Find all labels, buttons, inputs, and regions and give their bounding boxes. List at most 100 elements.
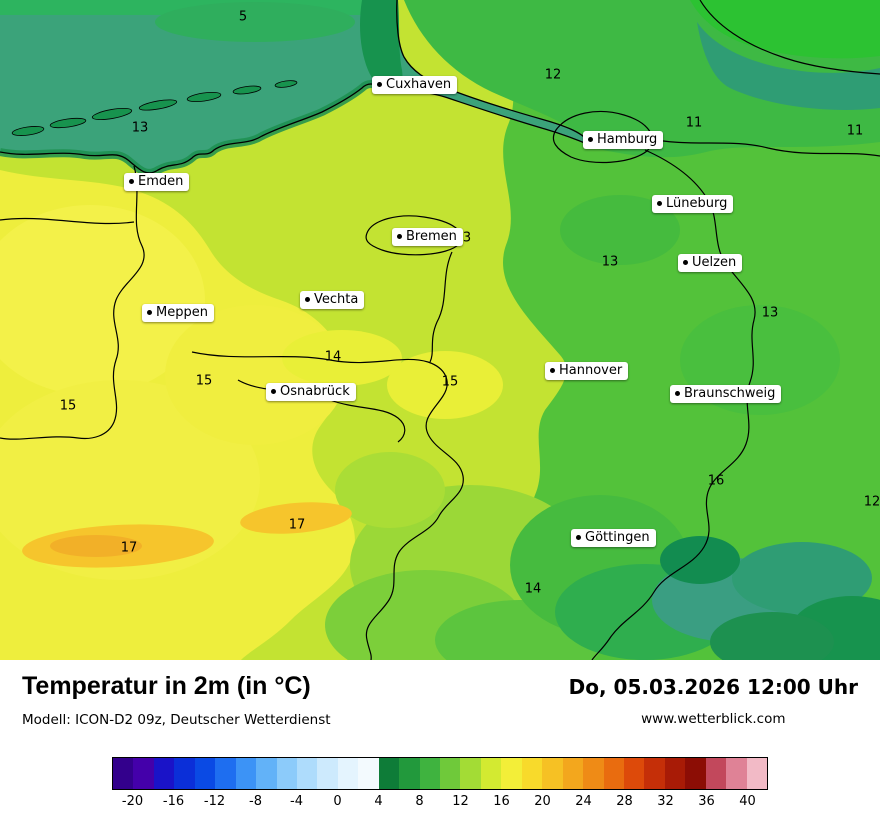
dark-green-patch (710, 612, 834, 660)
info-panel: Temperatur in 2m (in °C) Modell: ICON-D2… (0, 660, 880, 830)
temperature-value: 11 (685, 115, 703, 131)
colorbar-cell--4 (296, 758, 318, 789)
teal-patch (732, 542, 872, 614)
colorbar-cell-0 (337, 758, 359, 789)
green-patch (335, 452, 445, 528)
temperature-value: 16 (707, 473, 725, 489)
colorbar-cell-14 (480, 758, 502, 789)
colorbar-cell-34 (685, 758, 706, 789)
colorbar-tick-label: 24 (575, 794, 592, 809)
city-name: Lüneburg (666, 196, 728, 211)
colorbar-cell--2 (317, 758, 338, 789)
temperature-value: 13 (761, 305, 779, 321)
city-marker-icon (550, 368, 555, 373)
colorbar-cell-36 (705, 758, 727, 789)
colorbar-cell-4 (378, 758, 400, 789)
city-label-lüneburg: Lüneburg (652, 195, 734, 213)
city-label-göttingen: Göttingen (571, 529, 656, 547)
map-title: Temperatur in 2m (in °C) (22, 672, 311, 700)
colorbar-tick-label: -12 (203, 794, 226, 809)
region-corner-green (690, 0, 880, 59)
city-marker-icon (683, 260, 688, 265)
city-label-hamburg: Hamburg (583, 131, 664, 149)
colorbar-cell--12 (215, 758, 236, 789)
temperature-value: 12 (544, 67, 562, 83)
colorbar-cell-6 (399, 758, 420, 789)
temperature-value: 14 (524, 581, 542, 597)
colorbar-cell-20 (542, 758, 563, 789)
colorbar-cell-22 (562, 758, 584, 789)
temperature-value: 15 (59, 398, 77, 414)
city-label-hannover: Hannover (545, 362, 629, 380)
city-name: Braunschweig (684, 386, 776, 401)
colorbar-tick-label: -4 (290, 794, 303, 809)
colorbar-cell-2 (358, 758, 379, 789)
city-marker-icon (147, 310, 152, 315)
city-marker-icon (271, 389, 276, 394)
city-label-bremen: Bremen (392, 228, 463, 246)
city-marker-icon (576, 535, 581, 540)
city-marker-icon (129, 179, 134, 184)
yellow-patch (387, 351, 503, 419)
city-label-osnabrück: Osnabrück (266, 383, 356, 401)
city-marker-icon (397, 234, 402, 239)
orange-patch (240, 502, 352, 534)
colorbar-tick-label: -8 (249, 794, 262, 809)
city-name: Göttingen (585, 530, 650, 545)
city-marker-icon (588, 137, 593, 142)
colorbar-cell-28 (623, 758, 645, 789)
colorbar-cell-26 (603, 758, 624, 789)
colorbar-tick-label: 12 (452, 794, 469, 809)
city-name: Emden (138, 174, 184, 189)
city-label-uelzen: Uelzen (678, 254, 743, 272)
sea-light-patch (155, 2, 355, 42)
colorbar-tick-label: -16 (162, 794, 185, 809)
city-name: Hamburg (597, 132, 658, 147)
region-east-green (502, 0, 880, 660)
temperature-value: 11 (846, 123, 864, 139)
temperature-value: 17 (288, 517, 306, 533)
colorbar-cell-18 (521, 758, 543, 789)
city-name: Hannover (559, 363, 623, 378)
colorbar-tick-label: 4 (374, 794, 383, 809)
temperature-value: 14 (324, 349, 342, 365)
dark-green-patch (660, 536, 740, 584)
colorbar-tick-label: 16 (493, 794, 510, 809)
colorbar-tick-label: 0 (333, 794, 342, 809)
colorbar-cell--18 (153, 758, 175, 789)
city-marker-icon (675, 391, 680, 396)
city-name: Meppen (156, 305, 208, 320)
colorbar-labels: -20 -16 -12 -8 -4 0 4 8 12 16 20 24 28 32 36 40 (112, 794, 768, 812)
colorbar-cell--8 (256, 758, 277, 789)
colorbar-cell-38 (726, 758, 747, 789)
colorbar-cell--20 (133, 758, 154, 789)
city-name: Uelzen (692, 255, 737, 270)
city-label-vechta: Vechta (300, 291, 365, 309)
city-label-meppen: Meppen (142, 304, 214, 322)
colorbar-cell-40 (746, 758, 767, 789)
colorbar-tick-label: 8 (415, 794, 424, 809)
colorbar (112, 757, 768, 790)
colorbar-cell-30 (644, 758, 665, 789)
city-name: Cuxhaven (386, 77, 452, 92)
website-url: www.wetterblick.com (641, 711, 786, 727)
yellow-patch (0, 205, 205, 395)
city-label-braunschweig: Braunschweig (670, 385, 782, 403)
city-name: Vechta (314, 292, 359, 307)
colorbar-cell--16 (174, 758, 195, 789)
colorbar-cell-8 (419, 758, 440, 789)
yellow-patch (282, 330, 402, 386)
city-name: Bremen (406, 229, 457, 244)
weather-map: Cuxhaven Hamburg Emden Lüneburg Bremen Uelzen… (0, 0, 880, 660)
temperature-value: 17 (120, 540, 138, 556)
temperature-value: 12 (863, 494, 880, 510)
colorbar-tick-label: 36 (698, 794, 715, 809)
colorbar-cell--6 (276, 758, 297, 789)
region-teal-band (697, 22, 880, 110)
colorbar-cell-24 (583, 758, 604, 789)
colorbar-cell--10 (235, 758, 257, 789)
city-marker-icon (657, 201, 662, 206)
colorbar-cell-32 (664, 758, 686, 789)
temperature-value: 15 (441, 374, 459, 390)
